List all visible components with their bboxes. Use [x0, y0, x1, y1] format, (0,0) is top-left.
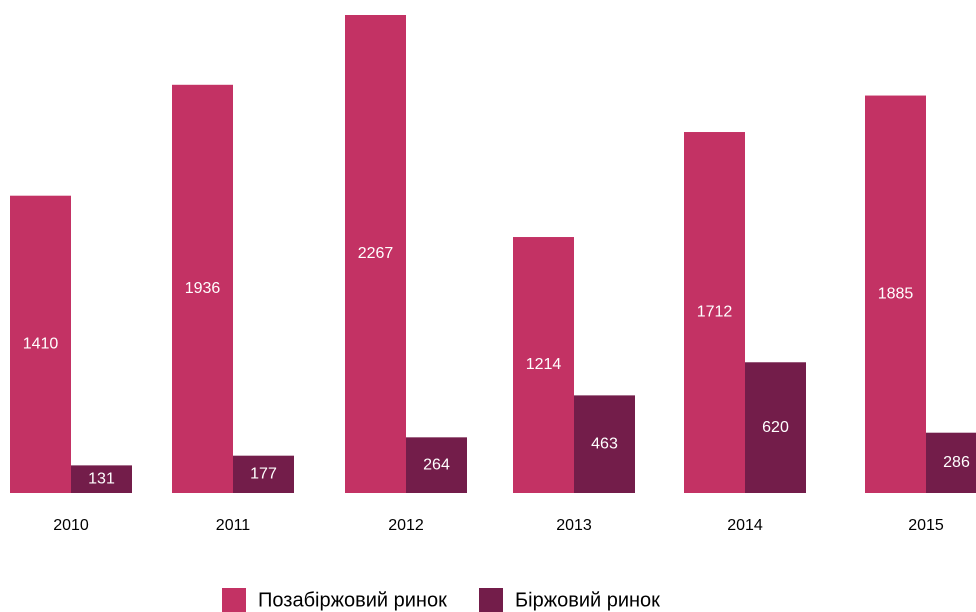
data-label: 177 [250, 466, 277, 483]
bar [233, 455, 294, 493]
legend-swatch [222, 588, 246, 612]
x-tick-label: 2011 [216, 517, 251, 534]
data-label: 131 [88, 470, 115, 487]
x-tick-label: 2010 [53, 517, 89, 534]
data-label: 1936 [185, 280, 221, 297]
bar [865, 95, 926, 493]
x-tick-label: 2014 [727, 517, 763, 534]
data-label: 463 [591, 435, 618, 452]
bar [513, 237, 574, 493]
data-label: 1712 [697, 304, 733, 321]
bar [10, 195, 71, 494]
legend-label: Біржовий ринок [515, 589, 660, 611]
bar [71, 465, 132, 493]
legend-label: Позабіржовий ринок [258, 589, 447, 611]
data-label: 264 [423, 456, 450, 473]
bar [172, 84, 233, 493]
data-label: 1885 [878, 285, 914, 302]
bar [684, 132, 745, 493]
x-tick-label: 2012 [388, 517, 424, 534]
data-label: 1214 [526, 356, 562, 373]
x-tick-label: 2013 [556, 517, 592, 534]
data-label: 620 [762, 419, 789, 436]
data-label: 1410 [23, 336, 59, 353]
bar [345, 15, 406, 493]
bar [406, 437, 467, 493]
legend-swatch [479, 588, 503, 612]
bar [926, 432, 976, 493]
bar [574, 395, 635, 493]
bar [745, 362, 806, 493]
data-label: 2267 [358, 245, 394, 262]
data-label: 286 [943, 454, 970, 471]
x-tick-label: 2015 [908, 517, 944, 534]
